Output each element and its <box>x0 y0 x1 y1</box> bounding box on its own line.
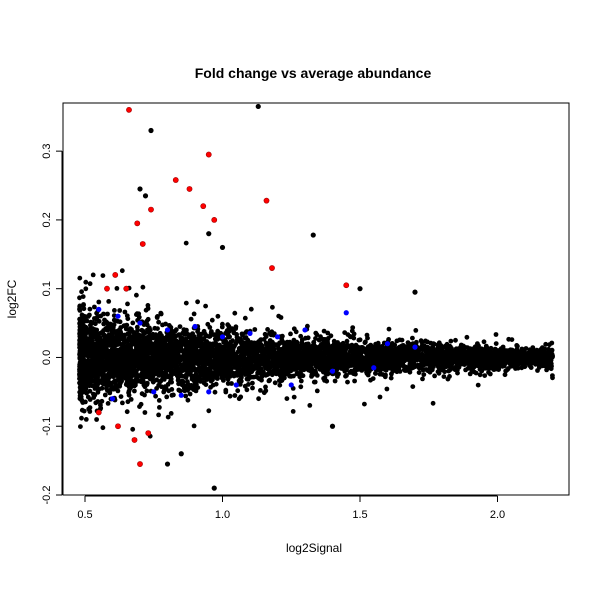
x-tick-label: 0.5 <box>77 509 92 521</box>
x-tick-label: 1.5 <box>352 509 367 521</box>
point-red <box>131 437 138 443</box>
point-default <box>137 186 143 192</box>
point-default <box>206 231 212 237</box>
point-red <box>126 106 132 113</box>
point-red <box>134 220 141 227</box>
point-default <box>329 423 336 429</box>
point-blue <box>115 313 121 319</box>
point-red <box>145 430 152 437</box>
point-red <box>123 285 130 292</box>
point-blue <box>109 396 116 402</box>
point-red <box>211 217 218 223</box>
point-cloud <box>77 240 555 439</box>
point-red <box>148 206 154 213</box>
point-blue <box>192 323 198 330</box>
point-blue <box>412 344 418 350</box>
point-blue <box>137 320 143 326</box>
point-blue <box>178 392 184 398</box>
point-red <box>343 282 350 289</box>
x-axis: 0.5 1.0 1.5 2.0 <box>77 495 505 521</box>
y-tick-label: 0.3 <box>41 143 53 158</box>
x-axis-label: log2Signal <box>286 541 342 555</box>
y-tick-label: 0.2 <box>41 212 53 227</box>
point-red <box>200 203 207 210</box>
point-red <box>269 265 275 271</box>
point-blue <box>247 330 253 336</box>
point-default <box>310 232 316 238</box>
point-default <box>357 286 363 292</box>
point-blue <box>288 382 294 388</box>
y-tick-label: 0.0 <box>41 350 53 365</box>
point-red <box>139 241 146 247</box>
point-red <box>186 186 193 192</box>
point-blue <box>371 365 377 371</box>
point-blue <box>384 341 391 347</box>
x-tick-label: 2.0 <box>490 509 505 521</box>
point-default <box>178 451 184 457</box>
point-default <box>412 289 418 295</box>
point-blue <box>164 327 171 333</box>
plot-frame <box>62 102 570 496</box>
point-default <box>219 244 226 251</box>
point-blue <box>151 389 157 395</box>
point-red <box>205 151 212 158</box>
point-default <box>148 127 154 134</box>
data-points <box>77 103 555 491</box>
y-axis-label: log2FC <box>5 279 19 318</box>
point-default <box>164 461 171 467</box>
y-tick-label: 0.1 <box>41 281 53 296</box>
point-blue <box>206 389 212 395</box>
point-red <box>95 409 102 416</box>
point-red <box>137 461 143 467</box>
point-blue <box>96 306 102 312</box>
point-red <box>115 423 121 430</box>
x-tick-label: 1.0 <box>215 509 230 521</box>
point-red <box>172 177 179 183</box>
point-default <box>211 485 217 491</box>
point-blue <box>302 327 308 333</box>
chart-title: Fold change vs average abundance <box>195 65 432 81</box>
point-red <box>112 272 119 278</box>
point-blue <box>274 334 281 340</box>
point-default <box>142 193 149 199</box>
point-default <box>255 103 261 110</box>
y-tick-label: -0.2 <box>41 486 53 505</box>
y-tick-label: -0.1 <box>41 417 53 436</box>
point-blue <box>343 310 349 316</box>
point-red <box>263 197 270 204</box>
point-blue <box>219 334 226 340</box>
point-blue <box>233 382 239 388</box>
point-red <box>104 285 110 292</box>
point-blue <box>329 368 336 374</box>
y-axis: -0.2 -0.1 0.0 0.1 0.2 0.3 <box>41 143 63 505</box>
